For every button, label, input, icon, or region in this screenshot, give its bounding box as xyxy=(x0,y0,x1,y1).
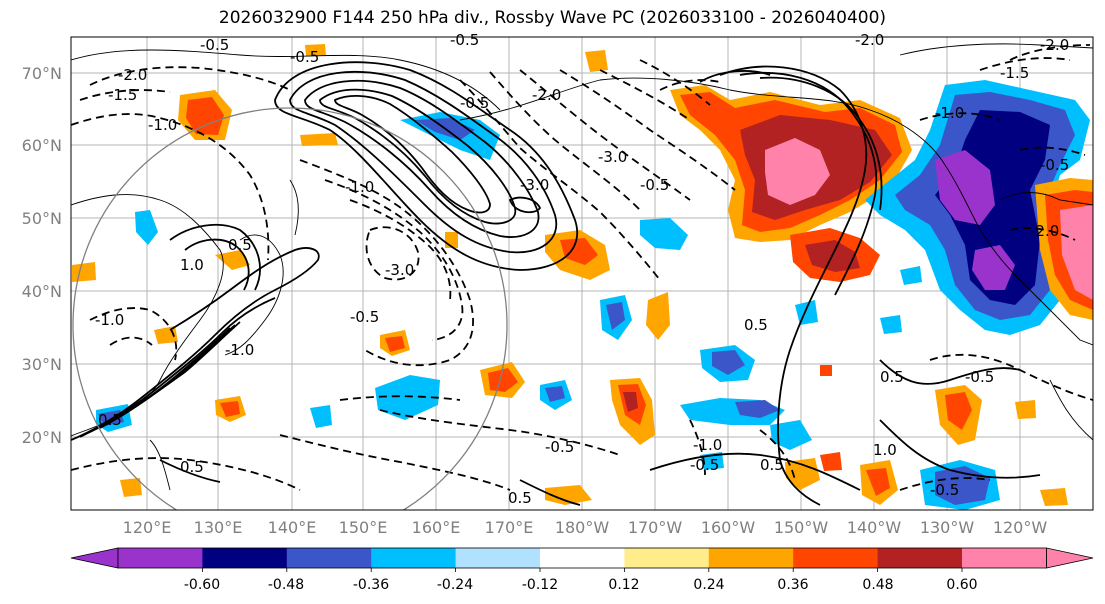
contour-label: -0.5 xyxy=(460,94,489,112)
contour-label: -0.5 xyxy=(350,308,379,326)
lon-label: 140°W xyxy=(847,518,902,537)
great-circle xyxy=(72,107,508,510)
lat-label: 30°N xyxy=(22,355,62,374)
contour-labels: -0.5 -0.5 -1.5 -2.0 -1.0 -0.5 -2.0 -3.0 … xyxy=(95,31,1069,507)
contour-label: -0.5 xyxy=(1040,156,1069,174)
contour-label: -1.0 xyxy=(345,178,374,196)
lon-label: 140°E xyxy=(268,518,317,537)
contour-label: -1.0 xyxy=(148,116,177,134)
contour-label: -1.0 xyxy=(693,436,722,454)
contour-label: 1.0 xyxy=(180,256,204,274)
contour-label: -3.0 xyxy=(385,261,414,279)
contour-label: -0.5 xyxy=(290,48,319,66)
lon-label: 170°E xyxy=(485,518,534,537)
longitude-labels: 120°E 130°E 140°E 150°E 160°E 170°E 180°… xyxy=(123,518,1048,537)
colorbar-tick-label: 0.48 xyxy=(862,577,893,593)
lat-label: 50°N xyxy=(22,209,62,228)
contour-label: -3.0 xyxy=(520,176,549,194)
contour-label: 0.5 xyxy=(228,236,252,254)
map-plot-area xyxy=(70,36,1094,511)
lon-label: 170°W xyxy=(628,518,683,537)
lon-label: 130°E xyxy=(194,518,243,537)
contour-label: -0.5 xyxy=(930,481,959,499)
contour-label: 0.5 xyxy=(880,368,904,386)
colorbar-outline xyxy=(117,547,1047,569)
lon-label: 150°W xyxy=(774,518,829,537)
contour-label: -2.0 xyxy=(1030,222,1059,240)
colorbar-cell xyxy=(118,548,203,568)
lat-label: 40°N xyxy=(22,282,62,301)
colorbar-tick-label: 0.24 xyxy=(693,577,724,593)
colorbar-cell xyxy=(455,548,541,568)
contour-label: 0.5 xyxy=(98,411,122,429)
colorbar-cell xyxy=(962,548,1047,568)
contour-label: -2.0 xyxy=(118,66,147,84)
contour-label: -1.0 xyxy=(95,311,124,329)
colorbar-tick-label: 0.60 xyxy=(946,577,977,593)
contour-label: 0.5 xyxy=(508,489,532,507)
lon-label: 160°E xyxy=(412,518,461,537)
contour-label: 0.5 xyxy=(180,458,204,476)
negative-contours xyxy=(71,44,1093,491)
contour-label: -0.5 xyxy=(545,438,574,456)
lon-label: 130°W xyxy=(920,518,975,537)
contour-label: -0.5 xyxy=(690,456,719,474)
positive-contours xyxy=(71,61,1041,506)
colorbar-cell xyxy=(202,548,288,568)
colorbar-extend-min xyxy=(70,547,119,569)
contour-label: -0.5 xyxy=(965,368,994,386)
lat-label: 70°N xyxy=(22,64,62,83)
lon-label: 120°W xyxy=(993,518,1048,537)
colorbar-tick-label: 0.36 xyxy=(777,577,808,593)
divergence-shading xyxy=(72,44,1093,510)
lon-label: 120°E xyxy=(123,518,172,537)
colorbar-extend-max xyxy=(1046,547,1094,569)
lat-label: 60°N xyxy=(22,136,62,155)
contour-label: -1.0 xyxy=(225,341,254,359)
colorbar-cell xyxy=(793,548,879,568)
contour-label: -1.5 xyxy=(108,86,137,104)
contour-label: -1.5 xyxy=(1000,64,1029,82)
colorbar-cell xyxy=(708,548,794,568)
colorbar-cell xyxy=(540,548,625,568)
colorbar-cell xyxy=(371,548,457,568)
colorbar-tick-label: -0.12 xyxy=(522,577,558,593)
colorbar-tick-label: 0.12 xyxy=(608,577,639,593)
contour-label: -2.0 xyxy=(1040,36,1069,54)
contour-label: -0.5 xyxy=(640,176,669,194)
map-title: 2026032900 F144 250 hPa div., Rossby Wav… xyxy=(218,8,887,28)
lat-label: 20°N xyxy=(22,428,62,447)
colorbar-tick-label: -0.60 xyxy=(184,577,220,593)
contour-label: 0.5 xyxy=(760,456,784,474)
contour-label: -0.5 xyxy=(450,31,479,49)
colorbar-tick-label: -0.48 xyxy=(268,577,304,593)
contour-label: -0.5 xyxy=(200,36,229,54)
contour-label: -2.0 xyxy=(532,86,561,104)
coastlines xyxy=(71,43,1093,491)
contour-label: 1.0 xyxy=(873,441,897,459)
colorbar-tick-label: -0.36 xyxy=(353,577,389,593)
colorbar-cell xyxy=(286,548,372,568)
colorbar-tick-label: -0.24 xyxy=(437,577,473,593)
contour-label: -1.0 xyxy=(935,104,964,122)
colorbar: -0.60 -0.48 -0.36 -0.24 -0.12 0.12 0.24 … xyxy=(70,547,1094,593)
contour-label: 0.5 xyxy=(744,316,768,334)
colorbar-cell xyxy=(877,548,963,568)
contour-label: -3.0 xyxy=(598,148,627,166)
lon-label: 180°W xyxy=(555,518,610,537)
colorbar-cell xyxy=(624,548,710,568)
lon-label: 160°W xyxy=(701,518,756,537)
latitude-labels: 70°N 60°N 50°N 40°N 30°N 20°N xyxy=(22,64,62,447)
contour-label: -2.0 xyxy=(855,31,884,49)
lon-label: 150°E xyxy=(339,518,388,537)
